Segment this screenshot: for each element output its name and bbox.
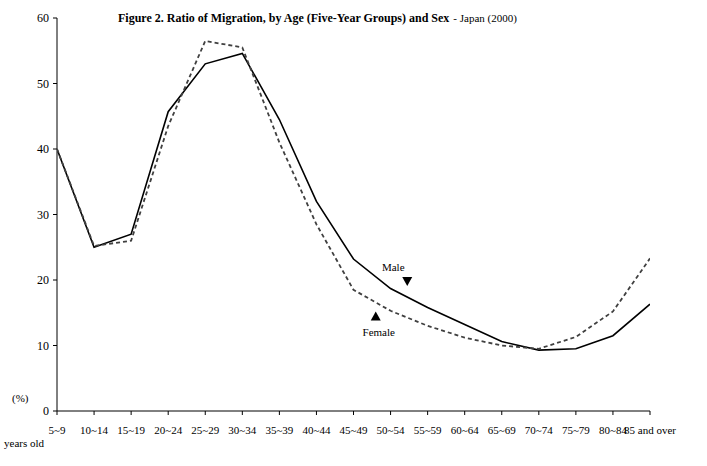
x-tick-label: 5~9 [49,424,66,436]
x-tick [242,411,243,415]
series-line [57,53,650,350]
y-tick [53,345,57,346]
chart: Figure 2. Ratio of Migration, by Age (Fi… [0,0,707,466]
y-tick-label: 20 [37,273,49,287]
x-tick-label: 70~74 [525,424,553,436]
y-tick-label: 0 [43,404,49,418]
annotation-arrow [371,311,381,320]
y-tick-label: 30 [37,208,49,222]
y-tick [53,280,57,281]
x-tick [538,411,539,415]
x-tick-label: 60~64 [451,424,479,436]
x-tick [464,411,465,415]
series-line [57,41,650,349]
y-tick-label: 10 [37,339,49,353]
x-tick [205,411,206,415]
x-tick [57,411,58,415]
x-tick-label: 30~34 [228,424,256,436]
y-tick-label: 40 [37,142,49,156]
x-tick-label: 20~24 [154,424,182,436]
x-tick-label: 65~69 [488,424,516,436]
x-tick-label: 45~49 [340,424,368,436]
x-tick [427,411,428,415]
x-tick [131,411,132,415]
title-main: Figure 2. Ratio of Migration, by Age (Fi… [118,11,449,25]
x-tick-label: 85 and over [624,424,676,436]
x-tick-label: 40~44 [302,424,330,436]
x-tick [279,411,280,415]
y-axis-label: (%) [12,392,29,405]
x-tick-label: 50~54 [377,424,405,436]
x-tick [353,411,354,415]
annotation-arrow [402,277,412,286]
x-tick-label: 15~19 [117,424,145,436]
y-tick-label: 60 [37,11,49,25]
y-tick [53,411,57,412]
y-tick [53,149,57,150]
x-tick [390,411,391,415]
y-tick [53,18,57,19]
x-tick [575,411,576,415]
x-tick [612,411,613,415]
subtitle: - Japan (2000) [453,12,517,25]
x-tick [94,411,95,415]
x-tick-label: 75~79 [562,424,590,436]
x-tick-label: 10~14 [80,424,108,436]
series-annotation: Female [363,326,395,338]
series-annotation: Male [382,261,405,273]
y-tick [53,83,57,84]
x-tick-label: 55~59 [414,424,442,436]
x-tick-label: 25~29 [191,424,219,436]
x-tick [650,411,651,415]
x-tick [501,411,502,415]
plot-lines [57,41,650,350]
y-tick-label: 50 [37,77,49,91]
title: Figure 2. Ratio of Migration, by Age (Fi… [118,11,517,25]
x-axis-label: years old [4,437,45,449]
y-tick [53,214,57,215]
x-tick [168,411,169,415]
x-tick-label: 35~39 [265,424,293,436]
x-tick [316,411,317,415]
